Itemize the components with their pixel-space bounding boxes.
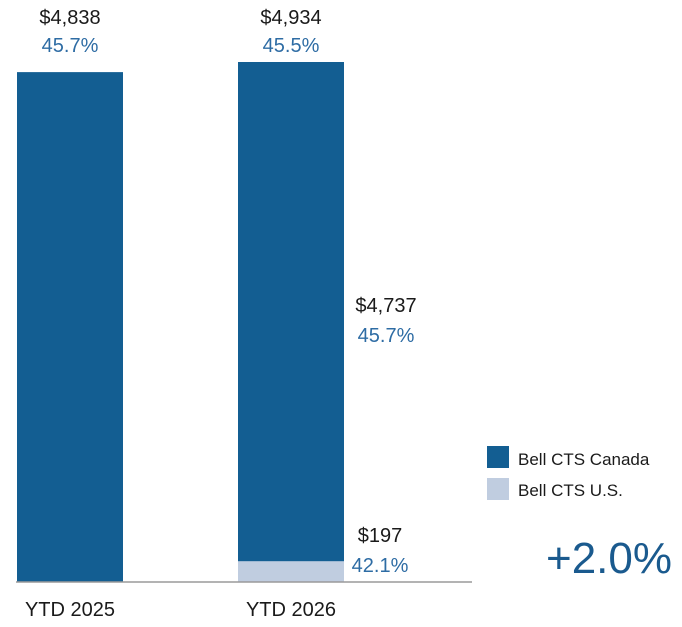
legend: Bell CTS Canada Bell CTS U.S. bbox=[487, 446, 650, 500]
bar-canada-ytd-2025 bbox=[17, 72, 123, 582]
total-pct-label-ytd-2025: 45.7% bbox=[42, 35, 99, 57]
legend-label-canada: Bell CTS Canada bbox=[518, 450, 650, 469]
total-value-label-ytd-2025: $4,838 bbox=[39, 7, 100, 29]
legend-swatch-canada bbox=[487, 446, 509, 468]
bar-canada-ytd-2026 bbox=[238, 62, 344, 562]
bar-us-ytd-2026 bbox=[238, 561, 344, 582]
total-pct-label-ytd-2026: 45.5% bbox=[263, 35, 320, 57]
segment-pct-label-us: 42.1% bbox=[352, 555, 409, 577]
growth-annotation: +2.0% bbox=[546, 534, 672, 583]
x-tick-label-ytd-2026: YTD 2026 bbox=[246, 599, 336, 621]
total-value-label-ytd-2026: $4,934 bbox=[260, 7, 321, 29]
legend-label-us: Bell CTS U.S. bbox=[518, 481, 623, 500]
segment-pct-label-canada: 45.7% bbox=[358, 325, 415, 347]
segment-value-label-us: $197 bbox=[358, 525, 403, 547]
legend-swatch-us bbox=[487, 478, 509, 500]
x-tick-label-ytd-2025: YTD 2025 bbox=[25, 599, 115, 621]
bars-layer bbox=[17, 62, 344, 582]
segment-value-label-canada: $4,737 bbox=[355, 295, 416, 317]
